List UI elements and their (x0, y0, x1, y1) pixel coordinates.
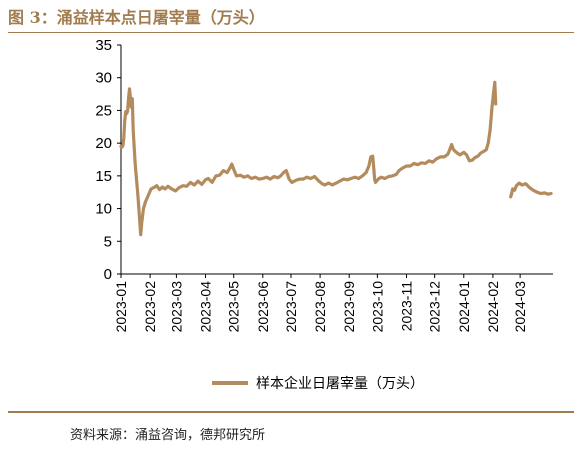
bottom-divider (8, 411, 574, 413)
x-tick-label: 2023-08 (312, 281, 328, 333)
x-tick-label: 2023-09 (341, 281, 357, 333)
x-tick-label: 2024-02 (485, 281, 501, 333)
x-tick-label: 2023-05 (226, 281, 242, 333)
legend: 样本企业日屠宰量（万头） (212, 375, 424, 392)
legend-label: 样本企业日屠宰量（万头） (256, 375, 424, 392)
y-tick-label: 0 (104, 266, 112, 283)
y-tick-label: 15 (95, 168, 112, 185)
y-tick-label: 20 (95, 135, 112, 152)
x-tick-label: 2024-01 (456, 281, 472, 333)
y-tick-label: 10 (95, 201, 112, 218)
x-tick-label: 2023-10 (369, 281, 385, 333)
x-tick-label: 2023-04 (198, 281, 214, 333)
x-tick-label: 2023-01 (113, 281, 129, 333)
axes: 0 5 10 15 20 25 30 35 2023-01 2023-02 2023-03 2023-… (95, 37, 553, 332)
x-tick-label: 2023-06 (255, 281, 271, 333)
y-tick-label: 30 (95, 70, 112, 87)
y-tick-label: 25 (95, 102, 112, 119)
y-tick-label: 5 (104, 233, 112, 250)
x-tick-label: 2023-12 (427, 281, 443, 333)
figure-title: 图 3：涌益样本点日屠宰量（万头） (8, 8, 265, 27)
x-tick-label: 2023-07 (283, 281, 299, 333)
y-tick-label: 35 (95, 37, 112, 54)
series-line (509, 181, 553, 199)
x-tick-label: 2023-02 (142, 281, 158, 333)
x-tick-label: 2023-11 (398, 281, 414, 332)
series-layer (119, 80, 553, 237)
source-note: 资料来源：涌益咨询，德邦研究所 (70, 428, 266, 443)
x-tick-label: 2024-03 (512, 281, 528, 333)
x-tick-label: 2023-03 (168, 281, 184, 333)
series-line (119, 80, 498, 237)
title-divider (8, 32, 574, 33)
